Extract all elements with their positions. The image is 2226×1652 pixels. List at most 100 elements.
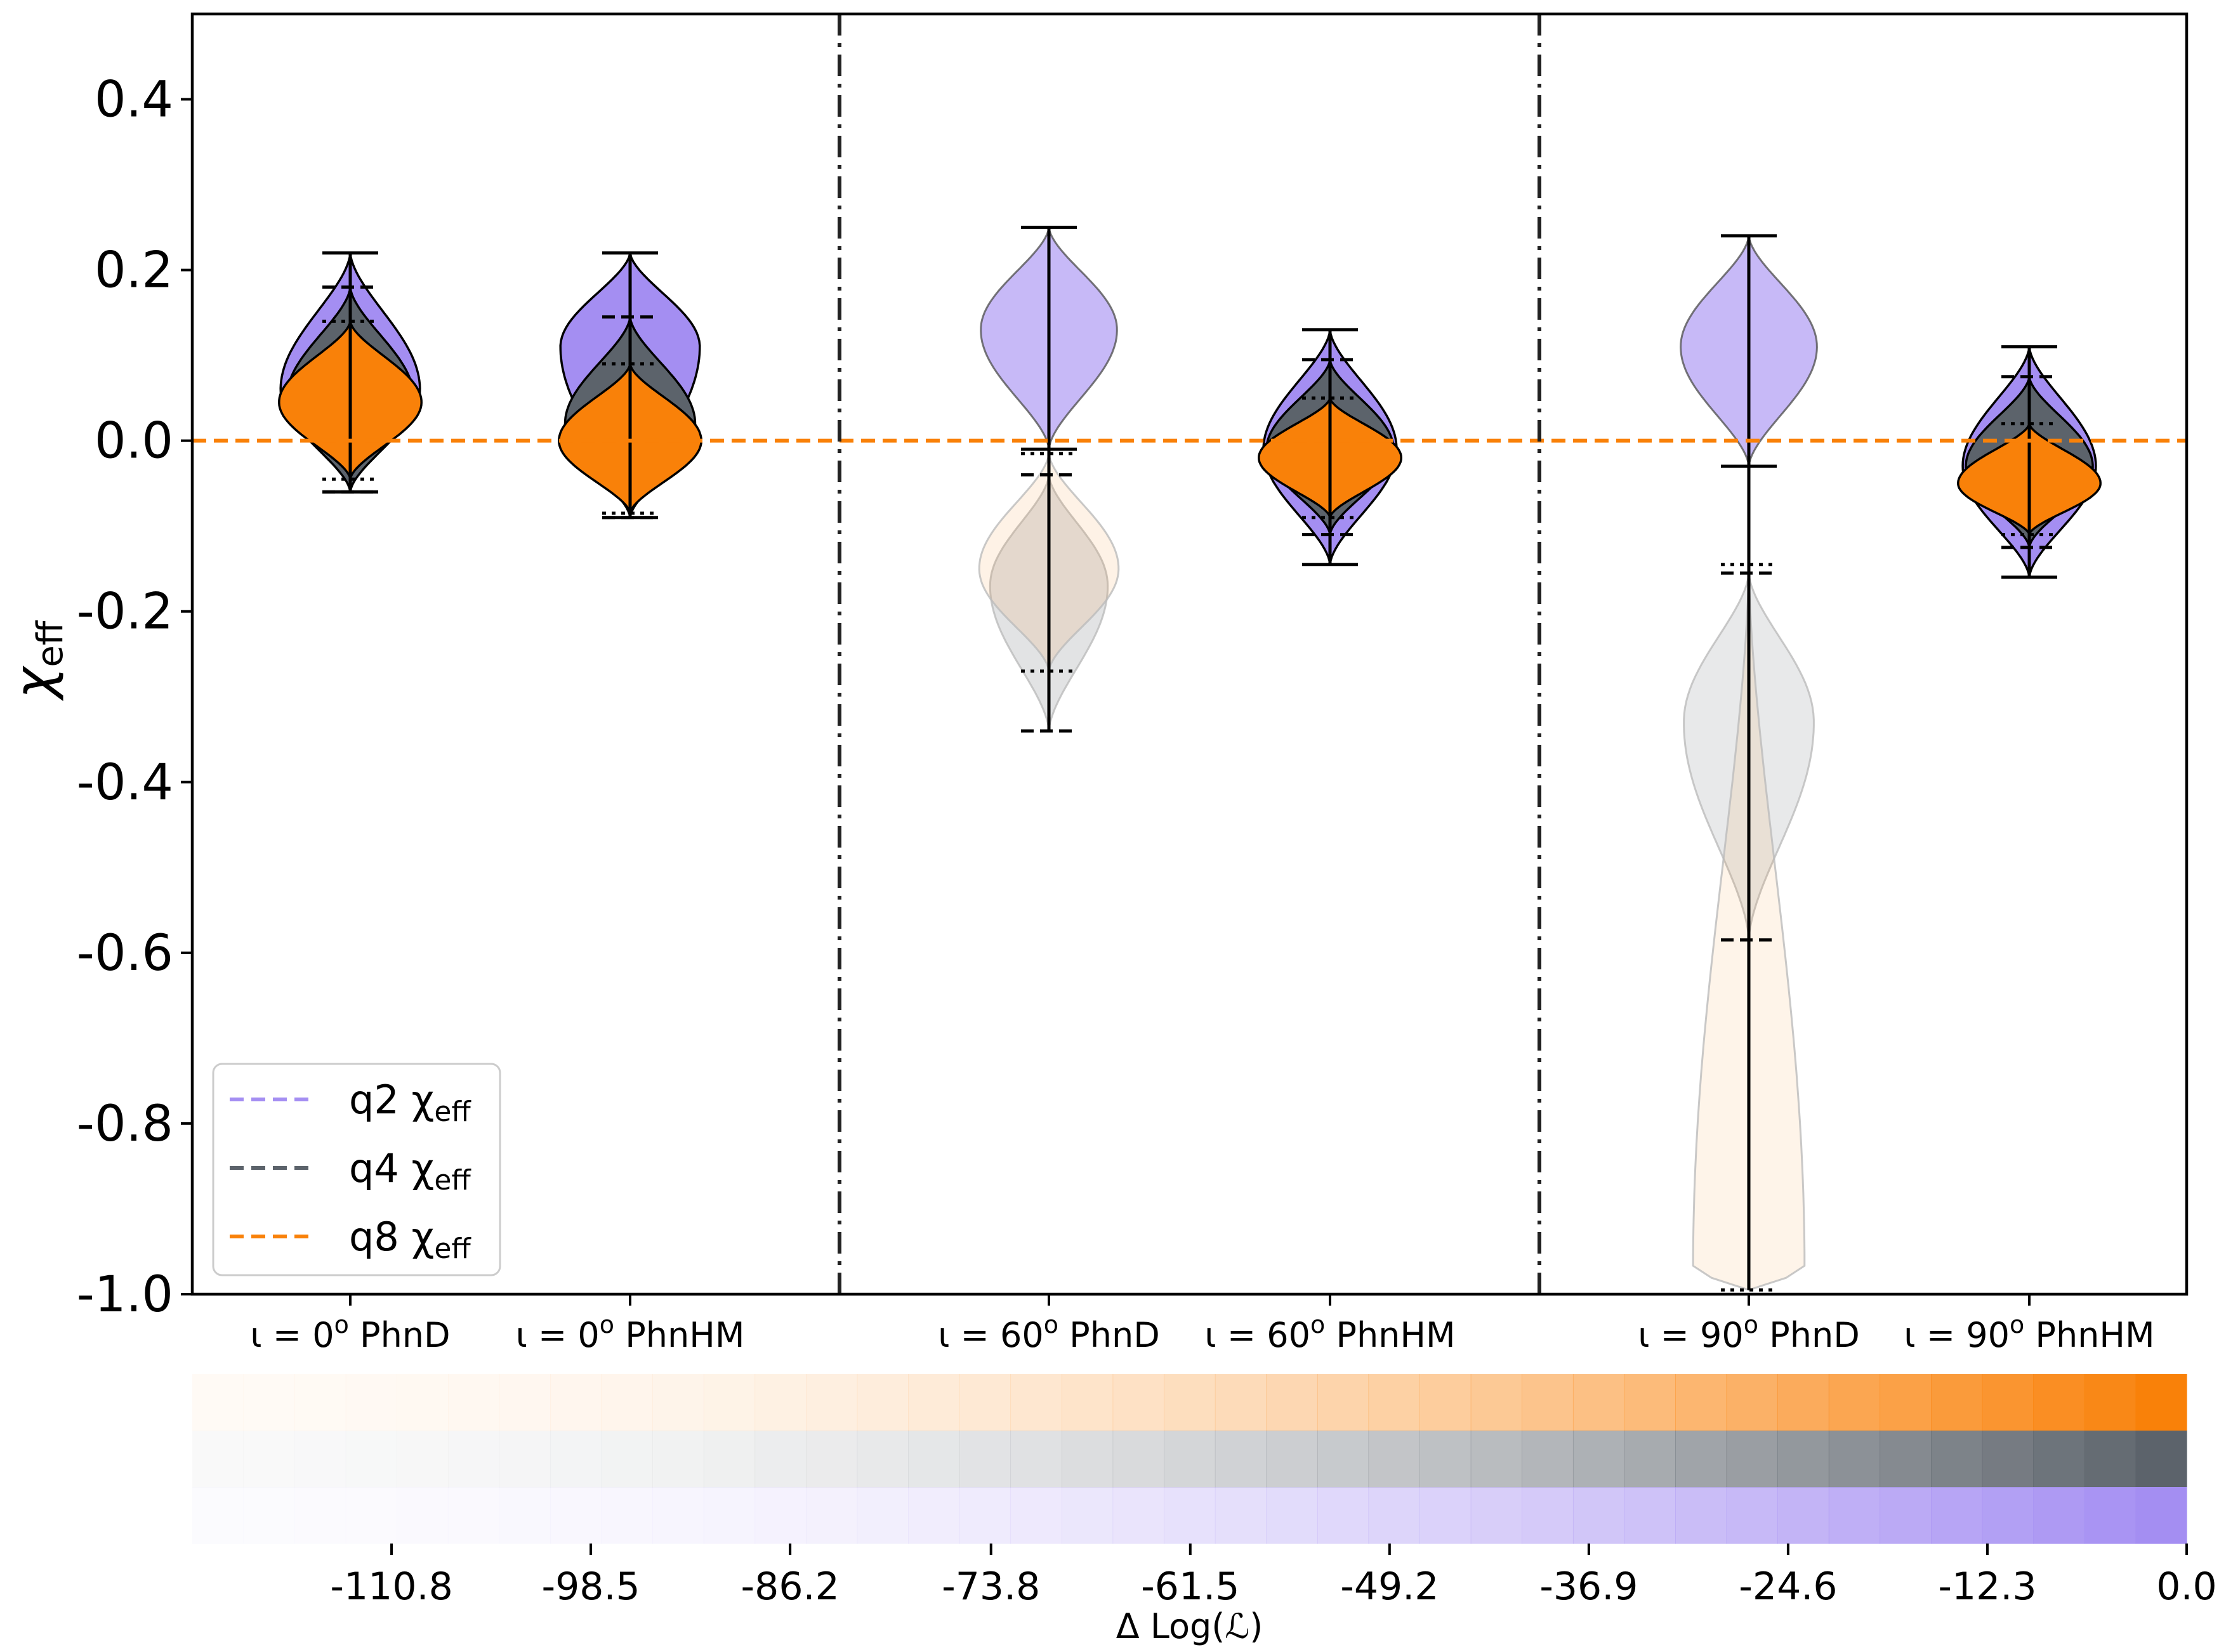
ytick-label-7: -1.0	[77, 1266, 173, 1323]
colorbar-cell-r1-21	[1266, 1431, 1318, 1488]
colorbar-cell-r0-35	[1982, 1374, 2034, 1431]
colorbar-cell-r2-1	[243, 1487, 295, 1544]
ytick-label-1: 0.2	[95, 242, 173, 299]
colorbar-cell-r0-29	[1675, 1374, 1727, 1431]
colorbar-cell-r2-32	[1828, 1487, 1881, 1544]
xtick-label-5: ι = 90o PhnHM	[1904, 1311, 2154, 1355]
colorbar-cell-r0-4	[397, 1374, 449, 1431]
colorbar-cell-r0-3	[345, 1374, 397, 1431]
y-axis-label: χeff	[3, 620, 71, 701]
colorbar-cell-r0-26	[1522, 1374, 1574, 1431]
colorbar-cell-r1-32	[1828, 1431, 1881, 1488]
colorbar-cell-r1-17	[1062, 1431, 1114, 1488]
colorbar-cell-r2-33	[1880, 1487, 1932, 1544]
colorbar-cell-r1-36	[2033, 1431, 2085, 1488]
colorbar-cell-r1-29	[1675, 1431, 1727, 1488]
colorbar-cell-r1-2	[294, 1431, 346, 1488]
colorbar-cell-r1-12	[806, 1431, 858, 1488]
colorbar-cell-r1-18	[1112, 1431, 1164, 1488]
axes-layer	[181, 12, 2189, 1555]
colorbar-cell-r1-13	[857, 1431, 909, 1488]
colorbar-cell-r2-12	[806, 1487, 858, 1544]
colorbar-cell-r0-0	[192, 1374, 244, 1431]
colorbar-cell-r0-2	[294, 1374, 346, 1431]
colorbar-cell-r2-7	[550, 1487, 602, 1544]
colorbar-cell-r0-10	[703, 1374, 756, 1431]
colorbar-cells	[192, 1374, 2187, 1544]
label-layer: 0.4 0.2 0.0 -0.2 -0.4 -0.6 -0.8 -1.0 ι = 0o PhnD…	[3, 72, 2217, 1646]
colorbar-cell-r2-16	[1010, 1487, 1062, 1544]
xtick-label-3: ι = 60o PhnHM	[1204, 1311, 1455, 1355]
legend-box	[212, 1063, 501, 1276]
colorbar-cell-r2-38	[2135, 1487, 2187, 1544]
colorbar-cell-r1-25	[1470, 1431, 1522, 1488]
colorbar-cell-r0-15	[959, 1374, 1011, 1431]
colorbar-cell-r1-3	[345, 1431, 397, 1488]
legend-label-0: q2 χeff	[349, 1077, 471, 1128]
colorbar-cell-r0-24	[1419, 1374, 1472, 1431]
colorbar-cell-r0-34	[1931, 1374, 1983, 1431]
colorbar-cell-r1-1	[243, 1431, 295, 1488]
colorbar-cell-r1-22	[1317, 1431, 1369, 1488]
colorbar-cell-r1-38	[2135, 1431, 2187, 1488]
colorbar-cell-r1-19	[1164, 1431, 1216, 1488]
colorbar-cell-r1-24	[1419, 1431, 1472, 1488]
colorbar-cell-r1-4	[397, 1431, 449, 1488]
legend-label-1: q4 χeff	[349, 1145, 471, 1196]
colorbar-cell-r0-23	[1368, 1374, 1420, 1431]
colorbar-cell-r2-30	[1726, 1487, 1778, 1544]
colorbar-cell-r2-24	[1419, 1487, 1472, 1544]
colorbar-cell-r0-25	[1470, 1374, 1522, 1431]
colorbar-cell-r0-12	[806, 1374, 858, 1431]
ytick-label-4: -0.4	[77, 754, 173, 811]
xtick-label-2: ι = 60o PhnD	[938, 1311, 1160, 1355]
colorbar-cell-r1-26	[1522, 1431, 1574, 1488]
colorbar-cell-r2-9	[652, 1487, 704, 1544]
colorbar-cell-r2-6	[499, 1487, 551, 1544]
colorbar-cell-r2-15	[959, 1487, 1011, 1544]
xtick-label-1: ι = 0o PhnHM	[516, 1311, 745, 1355]
reference-lines	[192, 14, 2187, 1294]
colorbar-cell-r0-32	[1828, 1374, 1881, 1431]
ytick-label-5: -0.6	[77, 925, 173, 982]
colorbar-cell-r0-27	[1572, 1374, 1625, 1431]
colorbar-cell-r2-37	[2084, 1487, 2137, 1544]
colorbar-cell-r1-31	[1777, 1431, 1829, 1488]
colorbar-cell-r0-19	[1164, 1374, 1216, 1431]
colorbar-cell-r2-35	[1982, 1487, 2034, 1544]
colorbar-cell-r2-18	[1112, 1487, 1164, 1544]
colorbar-cell-r0-11	[754, 1374, 807, 1431]
colorbar-cell-r2-10	[703, 1487, 756, 1544]
colorbar-cell-r2-31	[1777, 1487, 1829, 1544]
colorbar-cell-r1-5	[447, 1431, 500, 1488]
colorbar-cell-r0-16	[1010, 1374, 1062, 1431]
colorbar-cell-r1-23	[1368, 1431, 1420, 1488]
colorbar-tick-label-9: 0.0	[2156, 1564, 2216, 1609]
colorbar-cell-r0-28	[1624, 1374, 1676, 1431]
colorbar-cell-r0-17	[1062, 1374, 1114, 1431]
colorbar-cell-r1-16	[1010, 1431, 1062, 1488]
violin-layer	[278, 225, 2102, 1292]
colorbar-cell-r0-9	[652, 1374, 704, 1431]
xtick-label-0: ι = 0o PhnD	[250, 1311, 450, 1355]
colorbar-cell-r0-22	[1317, 1374, 1369, 1431]
colorbar-cell-r2-25	[1470, 1487, 1522, 1544]
colorbar-cell-r1-30	[1726, 1431, 1778, 1488]
colorbar-cell-r0-6	[499, 1374, 551, 1431]
ytick-label-6: -0.8	[77, 1096, 173, 1153]
colorbar-cell-r2-23	[1368, 1487, 1420, 1544]
colorbar-cell-r1-27	[1572, 1431, 1625, 1488]
colorbar-cell-r2-14	[908, 1487, 960, 1544]
colorbar-cell-r0-14	[908, 1374, 960, 1431]
colorbar-tick-label-0: -110.8	[330, 1564, 452, 1609]
legend-label-2: q8 χeff	[349, 1214, 471, 1265]
ytick-label-2: 0.0	[95, 413, 173, 470]
colorbar-cell-r2-20	[1215, 1487, 1267, 1544]
colorbar-tick-label-6: -36.9	[1539, 1564, 1638, 1609]
colorbar-cell-r1-8	[601, 1431, 653, 1488]
colorbar-cell-r2-28	[1624, 1487, 1676, 1544]
colorbar-cell-r0-37	[2084, 1374, 2137, 1431]
colorbar-cell-r0-38	[2135, 1374, 2187, 1431]
colorbar-tick-label-1: -98.5	[541, 1564, 640, 1609]
